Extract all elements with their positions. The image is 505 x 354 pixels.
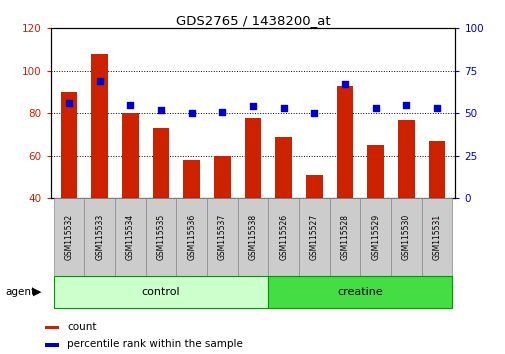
FancyBboxPatch shape xyxy=(421,198,451,276)
Point xyxy=(371,105,379,111)
FancyBboxPatch shape xyxy=(360,198,390,276)
Text: ▶: ▶ xyxy=(33,287,41,297)
Bar xyxy=(153,128,169,198)
Text: percentile rank within the sample: percentile rank within the sample xyxy=(67,339,243,349)
Bar xyxy=(306,175,322,198)
Point xyxy=(401,102,410,108)
Text: GSM115526: GSM115526 xyxy=(279,214,287,260)
Bar xyxy=(397,120,414,198)
FancyBboxPatch shape xyxy=(84,198,115,276)
Text: GSM115532: GSM115532 xyxy=(64,214,73,260)
Bar xyxy=(61,92,77,198)
Bar xyxy=(122,113,138,198)
Text: GSM115533: GSM115533 xyxy=(95,214,104,260)
Point xyxy=(310,110,318,116)
FancyBboxPatch shape xyxy=(268,198,298,276)
Point xyxy=(157,107,165,113)
Text: GDS2765 / 1438200_at: GDS2765 / 1438200_at xyxy=(175,14,330,27)
Bar xyxy=(183,160,199,198)
Text: GSM115531: GSM115531 xyxy=(432,214,441,260)
Text: GSM115529: GSM115529 xyxy=(371,214,379,260)
Bar xyxy=(428,141,444,198)
Text: GSM115536: GSM115536 xyxy=(187,214,196,260)
FancyBboxPatch shape xyxy=(390,198,421,276)
Point xyxy=(126,102,134,108)
Bar xyxy=(91,54,108,198)
Bar xyxy=(336,86,352,198)
Bar xyxy=(244,118,261,198)
FancyBboxPatch shape xyxy=(145,198,176,276)
Bar xyxy=(44,326,59,329)
Bar xyxy=(275,137,291,198)
Text: GSM115535: GSM115535 xyxy=(156,214,165,260)
Text: GSM115537: GSM115537 xyxy=(218,214,226,260)
Text: agent: agent xyxy=(5,287,35,297)
Text: control: control xyxy=(141,287,180,297)
Point xyxy=(248,104,257,109)
Bar xyxy=(214,156,230,198)
FancyBboxPatch shape xyxy=(268,276,451,308)
FancyBboxPatch shape xyxy=(298,198,329,276)
Point xyxy=(187,110,195,116)
Bar xyxy=(367,145,383,198)
Text: creatine: creatine xyxy=(337,287,382,297)
FancyBboxPatch shape xyxy=(54,276,268,308)
Point xyxy=(340,81,348,87)
FancyBboxPatch shape xyxy=(54,198,84,276)
Point xyxy=(432,105,440,111)
Point xyxy=(65,100,73,106)
Text: GSM115534: GSM115534 xyxy=(126,214,134,260)
Text: GSM115528: GSM115528 xyxy=(340,214,349,260)
FancyBboxPatch shape xyxy=(237,198,268,276)
FancyBboxPatch shape xyxy=(115,198,145,276)
Text: GSM115530: GSM115530 xyxy=(401,214,410,260)
Point xyxy=(95,78,104,84)
FancyBboxPatch shape xyxy=(329,198,360,276)
Bar xyxy=(44,343,59,347)
FancyBboxPatch shape xyxy=(176,198,207,276)
Text: GSM115538: GSM115538 xyxy=(248,214,257,260)
Text: count: count xyxy=(67,322,97,332)
Point xyxy=(279,105,287,111)
FancyBboxPatch shape xyxy=(207,198,237,276)
Point xyxy=(218,109,226,114)
Text: GSM115527: GSM115527 xyxy=(309,214,318,260)
